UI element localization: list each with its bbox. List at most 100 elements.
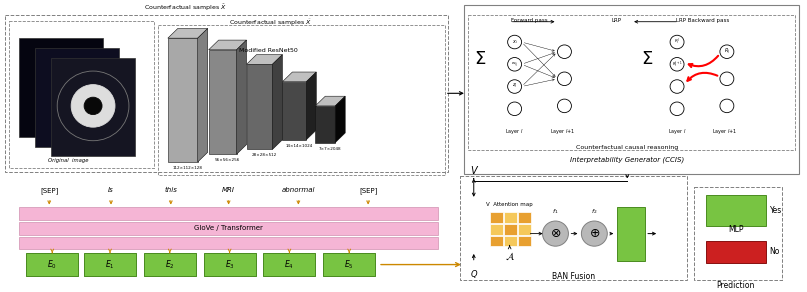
Bar	[706, 195, 766, 226]
Bar	[51, 58, 135, 156]
Text: LRP: LRP	[611, 18, 621, 23]
Text: $\Sigma$: $\Sigma$	[474, 51, 486, 68]
Text: Forward pass: Forward pass	[512, 18, 548, 23]
Bar	[468, 15, 795, 150]
Text: Layer $l$+1: Layer $l$+1	[713, 127, 738, 136]
Bar	[517, 236, 530, 246]
Bar	[247, 64, 273, 150]
Text: No: No	[770, 248, 780, 256]
Text: Is: Is	[108, 187, 114, 193]
Text: $w_{ij}$: $w_{ij}$	[511, 60, 518, 69]
Text: Counterfactual causal reasoning: Counterfactual causal reasoning	[576, 145, 679, 150]
Circle shape	[508, 102, 521, 116]
Text: $R_j$: $R_j$	[724, 47, 730, 57]
Text: 56×56×256: 56×56×256	[215, 158, 240, 162]
Polygon shape	[209, 40, 247, 50]
Bar	[209, 50, 236, 154]
Bar	[10, 21, 154, 168]
Text: $E_{3}$: $E_{3}$	[224, 258, 235, 271]
Text: V: V	[470, 166, 477, 175]
Bar	[168, 38, 198, 162]
Text: $\mathcal{A}$: $\mathcal{A}$	[504, 251, 515, 262]
Circle shape	[558, 99, 571, 113]
Circle shape	[720, 72, 734, 86]
Text: $f_1$: $f_1$	[552, 207, 558, 216]
Text: LRP Backward pass: LRP Backward pass	[675, 18, 729, 23]
Circle shape	[558, 45, 571, 58]
Bar	[27, 253, 78, 276]
Circle shape	[508, 35, 521, 49]
Text: V  Attention map: V Attention map	[486, 202, 533, 207]
Polygon shape	[273, 55, 282, 150]
Text: Interpretability Generator (CCIS): Interpretability Generator (CCIS)	[570, 156, 684, 163]
Polygon shape	[307, 72, 316, 140]
Text: $R_i^l$: $R_i^l$	[674, 37, 680, 47]
Circle shape	[720, 45, 734, 58]
Bar	[517, 212, 530, 223]
Text: this: this	[165, 187, 178, 193]
Bar	[617, 206, 645, 261]
Bar	[19, 222, 438, 234]
Bar	[263, 253, 316, 276]
Text: [SEP]: [SEP]	[359, 187, 378, 194]
Bar	[490, 224, 503, 234]
Bar	[282, 82, 307, 140]
Circle shape	[581, 221, 608, 246]
Circle shape	[508, 80, 521, 93]
Text: $R_i^{l+1}$: $R_i^{l+1}$	[671, 59, 683, 69]
Bar	[19, 38, 103, 137]
Bar	[504, 236, 516, 246]
Text: $z_j$: $z_j$	[512, 82, 517, 91]
Text: $E_{2}$: $E_{2}$	[165, 258, 174, 271]
Bar	[84, 253, 136, 276]
Bar	[263, 253, 316, 276]
Text: $E_{4}$: $E_{4}$	[284, 258, 295, 271]
Bar	[517, 224, 530, 234]
Bar	[203, 253, 256, 276]
Circle shape	[71, 85, 115, 127]
Circle shape	[558, 72, 571, 86]
Polygon shape	[236, 40, 247, 154]
Bar	[203, 253, 256, 276]
Text: 14×14×1024: 14×14×1024	[286, 144, 313, 148]
Bar	[504, 224, 516, 234]
Bar	[464, 5, 799, 174]
Bar	[706, 241, 766, 263]
Text: 28×28×512: 28×28×512	[252, 153, 277, 157]
Text: Original  image: Original image	[48, 158, 89, 163]
Bar	[6, 15, 448, 172]
Text: Counterfactual samples $\tilde{X}$: Counterfactual samples $\tilde{X}$	[229, 18, 312, 28]
Bar	[36, 48, 119, 147]
Text: Yes: Yes	[770, 206, 782, 215]
Bar	[694, 187, 782, 280]
Bar	[490, 212, 503, 223]
Text: Layer $l$: Layer $l$	[668, 127, 686, 136]
Text: Counterfactual samples $\bar{X}$: Counterfactual samples $\bar{X}$	[144, 3, 227, 13]
Text: Prediction: Prediction	[717, 281, 755, 290]
Text: Modified ResNet50: Modified ResNet50	[239, 48, 298, 53]
Bar	[27, 253, 78, 276]
Bar	[84, 253, 136, 276]
Circle shape	[720, 99, 734, 113]
Text: 7×7×2048: 7×7×2048	[319, 147, 341, 150]
Bar	[324, 253, 375, 276]
Text: GloVe / Transformer: GloVe / Transformer	[194, 225, 263, 231]
Text: Layer $l$+1: Layer $l$+1	[550, 127, 575, 136]
Circle shape	[670, 58, 684, 71]
Text: 112×112×128: 112×112×128	[173, 166, 203, 170]
Bar	[19, 208, 438, 220]
Text: $x_i$: $x_i$	[512, 38, 517, 46]
Circle shape	[508, 58, 521, 71]
Text: Layer $l$: Layer $l$	[505, 127, 524, 136]
Circle shape	[84, 97, 102, 114]
Bar	[460, 175, 687, 280]
Bar	[144, 253, 196, 276]
Polygon shape	[168, 29, 207, 38]
Bar	[158, 25, 445, 175]
Text: $\otimes$: $\otimes$	[550, 227, 561, 240]
Polygon shape	[316, 96, 345, 106]
Bar	[324, 253, 375, 276]
Text: $\oplus$: $\oplus$	[588, 227, 600, 240]
Text: $E_{0}$: $E_{0}$	[48, 258, 57, 271]
Text: Q: Q	[470, 270, 477, 279]
